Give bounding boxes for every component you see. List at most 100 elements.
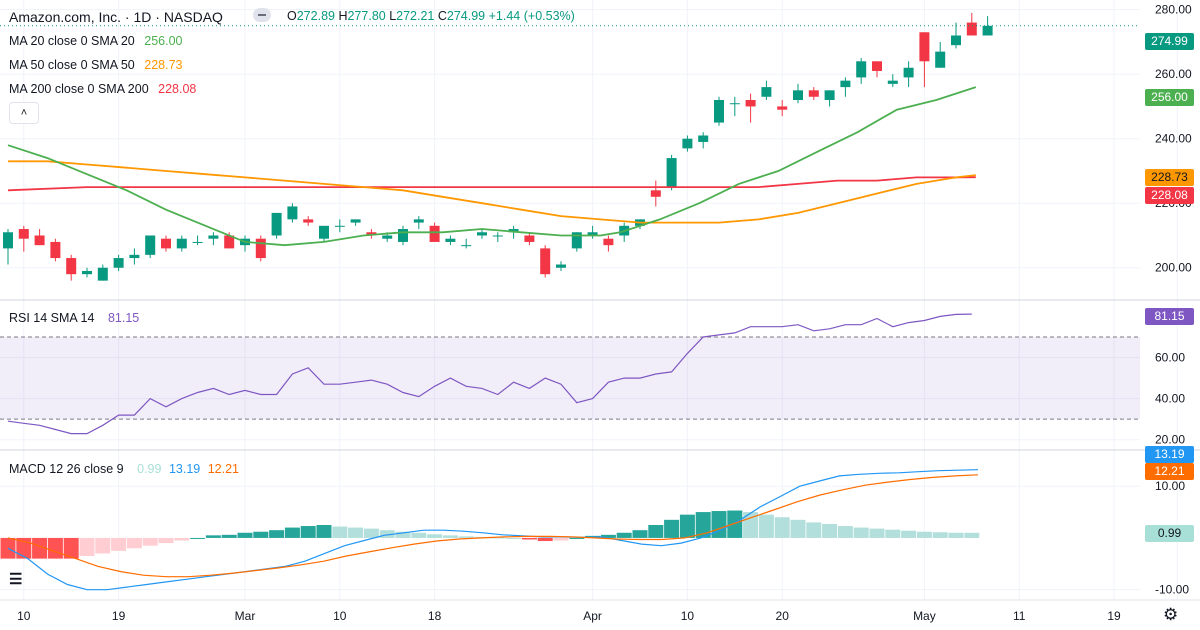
candle-body [650, 190, 661, 197]
macd-histogram-bar [695, 512, 711, 538]
symbol-title[interactable]: Amazon.com, Inc. · 1D · NASDAQ [9, 9, 223, 25]
candle-body [666, 158, 677, 188]
candle-body [429, 225, 440, 242]
macd-histogram-bar [63, 537, 79, 559]
macd-histogram-bar [790, 519, 806, 538]
candle-body [887, 80, 898, 84]
legend-ma200[interactable]: MA 200 close 0 SMA 200 228.08 [9, 82, 196, 96]
ohlc-low-key: L [389, 9, 397, 23]
candle-body [192, 241, 203, 243]
legend-ma50-value: 228.73 [144, 58, 183, 72]
candle-body [714, 100, 724, 123]
macd-histogram-bar [411, 532, 427, 538]
legend-rsi[interactable]: RSI 14 SMA 14 81.15 [9, 311, 139, 325]
ohlc-change-value: +1.44 (+0.53%) [488, 9, 575, 23]
macd-histogram-bar [300, 526, 316, 538]
macd-histogram-bar [822, 523, 838, 538]
candle-body [492, 235, 503, 237]
macd-histogram-bar [853, 527, 869, 538]
candle-body [287, 206, 298, 220]
candle-body [145, 235, 156, 255]
macd-histogram-bar [490, 537, 506, 539]
candle-body [745, 100, 756, 107]
ma50-line [8, 160, 976, 224]
candle-body [919, 32, 930, 62]
macd-histogram-bar [679, 514, 695, 538]
legend-rsi-label: RSI 14 SMA 14 [9, 311, 95, 325]
legend-ma20-label: MA 20 close 0 SMA 20 [9, 34, 135, 48]
price-tick-label: 200.00 [1155, 261, 1192, 275]
candle-body [982, 25, 993, 36]
macd-histogram-bar [964, 532, 980, 538]
legend-ma20[interactable]: MA 20 close 0 SMA 20 256.00 [9, 34, 182, 48]
macd-histogram-bar [458, 536, 474, 538]
macd-histogram-bar [174, 537, 190, 541]
macd-histogram-bar [442, 535, 458, 538]
macd-histogram-bar [901, 530, 917, 538]
macd-histogram-bar [32, 537, 48, 559]
rsi-tick-label: 60.00 [1155, 351, 1185, 365]
legend-ma50-label: MA 50 close 0 SMA 50 [9, 58, 135, 72]
candle-body [271, 212, 282, 236]
macd-histogram-bar [111, 537, 127, 551]
candle-body [82, 270, 92, 275]
macd-histogram-bar [664, 519, 680, 538]
candle-body [682, 138, 693, 149]
candle-body [382, 235, 393, 239]
price-tick-label: 280.00 [1155, 3, 1192, 17]
ohlc-low-value: 272.21 [396, 9, 435, 23]
signal-line [7, 474, 979, 578]
macd-histogram-bar [869, 528, 885, 538]
macd-histogram-bar [395, 531, 411, 538]
candle-body [477, 232, 487, 236]
macd-histogram-bar [774, 517, 790, 538]
candle-body [445, 238, 456, 242]
candle-body [508, 229, 519, 233]
visibility-icon[interactable] [253, 8, 271, 22]
candle-body [824, 90, 835, 100]
chevron-up-icon[interactable]: ˄ [9, 102, 39, 124]
candle-body [808, 90, 819, 97]
macd-histogram-bar [0, 537, 16, 559]
ma50-badge: 228.73 [1145, 169, 1194, 186]
candle-body [698, 135, 709, 142]
macd-histogram-bar [932, 532, 948, 538]
macd-line [7, 469, 979, 591]
macd-tick-label: -10.00 [1155, 583, 1189, 597]
candle-body [398, 229, 408, 242]
gear-icon[interactable]: ⚙ [1163, 605, 1179, 624]
candle-body [97, 267, 108, 281]
candle-body [587, 232, 598, 236]
candle-body [161, 238, 171, 249]
rsi-line [7, 313, 972, 435]
tradingview-logo-icon[interactable]: ☰ [9, 571, 23, 588]
macd-histogram-bar [269, 530, 285, 538]
macd-histogram-bar [885, 529, 901, 538]
candle-body [729, 103, 740, 105]
ohlc-high-key: H [338, 9, 348, 23]
candle-body [303, 219, 314, 223]
time-tick-label: 10 [17, 609, 31, 623]
legend-ma50[interactable]: MA 50 close 0 SMA 50 228.73 [9, 58, 182, 72]
ohlc-open-value: 272.89 [296, 9, 335, 23]
time-tick-label: May [913, 609, 936, 623]
legend-macd-signal: 12.21 [207, 462, 239, 476]
rsi-tick-label: 20.00 [1155, 433, 1185, 447]
macd-histogram-bar [47, 537, 63, 559]
candle-body [255, 238, 266, 259]
rsi-tick-label: 40.00 [1155, 392, 1185, 406]
ma20-badge: 256.00 [1145, 89, 1194, 106]
candle-body [603, 238, 614, 246]
macd-histogram-bar [948, 532, 964, 538]
legend-macd[interactable]: MACD 12 26 close 9 0.99 13.19 12.21 [9, 462, 239, 476]
macd-histogram-bar [253, 531, 269, 538]
candle-body [18, 229, 29, 239]
candle-body [556, 264, 566, 268]
candle-body [334, 225, 345, 227]
macd-histogram-bar [758, 514, 774, 538]
legend-ma20-value: 256.00 [144, 34, 183, 48]
time-tick-label: 10 [333, 609, 347, 623]
macd-histogram-bar [806, 522, 822, 538]
signal-badge: 12.21 [1145, 463, 1194, 480]
